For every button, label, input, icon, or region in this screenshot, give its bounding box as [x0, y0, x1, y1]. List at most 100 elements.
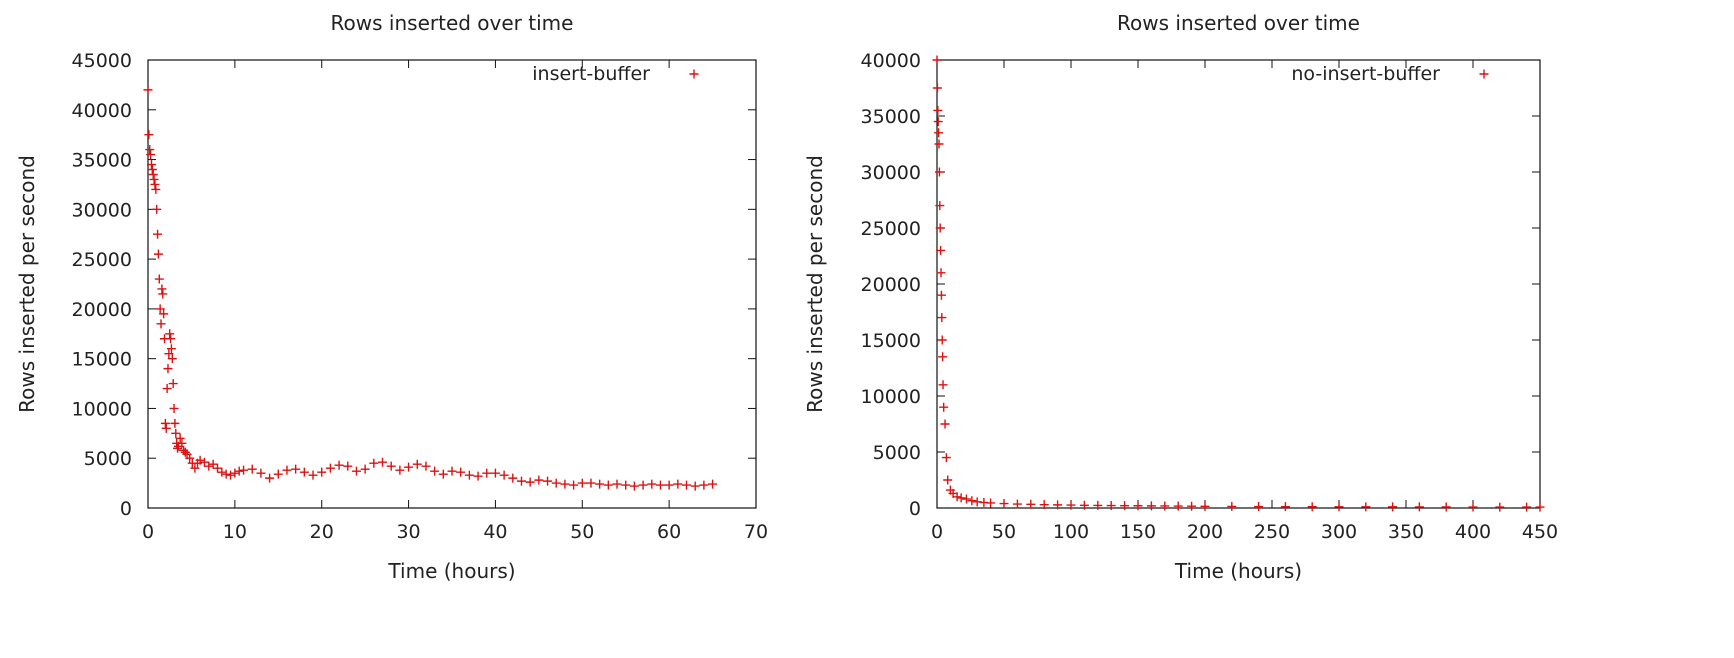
data-point	[961, 494, 971, 504]
data-point	[153, 249, 163, 259]
data-point	[456, 467, 466, 477]
data-point	[938, 380, 948, 390]
y-tick-label: 35000	[72, 150, 132, 172]
data-point	[395, 465, 405, 475]
data-point	[212, 463, 222, 473]
data-point	[1160, 501, 1170, 511]
data-point	[150, 179, 160, 189]
data-point	[655, 480, 665, 490]
data-point	[577, 478, 587, 488]
data-point	[369, 458, 379, 468]
data-point	[156, 319, 166, 329]
data-point	[534, 475, 544, 485]
chart-title: Rows inserted over time	[1117, 11, 1360, 35]
data-point	[999, 499, 1009, 509]
data-point	[308, 470, 318, 480]
data-point	[1468, 502, 1478, 512]
data-point	[699, 480, 709, 490]
data-point	[180, 447, 190, 457]
legend-marker	[689, 69, 699, 79]
data-point	[152, 204, 162, 214]
data-point	[230, 468, 240, 478]
data-point	[508, 473, 518, 483]
data-point	[147, 165, 157, 175]
data-point	[185, 453, 195, 463]
data-point	[166, 334, 176, 344]
data-point	[551, 478, 561, 488]
data-point	[1495, 502, 1505, 512]
data-point	[1414, 502, 1424, 512]
plot-frame	[936, 59, 1541, 509]
data-point	[146, 160, 156, 170]
legend-label: no-insert-buffer	[1291, 63, 1440, 85]
data-point	[1254, 502, 1264, 512]
data-point	[936, 290, 946, 300]
y-tick-label: 40000	[861, 50, 921, 72]
x-tick-label: 400	[1455, 521, 1491, 543]
data-point	[586, 478, 596, 488]
data-point	[1535, 502, 1545, 512]
data-point	[934, 139, 944, 149]
x-tick-label: 10	[223, 521, 247, 543]
data-point	[199, 457, 209, 467]
data-point	[603, 480, 613, 490]
data-point	[226, 470, 236, 480]
data-point	[161, 423, 171, 433]
data-point	[690, 481, 700, 491]
data-point	[159, 309, 169, 319]
data-point	[543, 476, 553, 486]
data-point	[482, 468, 492, 478]
data-point	[256, 468, 266, 478]
data-point	[682, 480, 692, 490]
data-point	[360, 464, 370, 474]
y-axis-label: Rows inserted per second	[15, 155, 39, 413]
y-tick-label: 0	[120, 498, 132, 520]
data-point	[938, 352, 948, 362]
data-point	[421, 461, 431, 471]
x-axis-label: Time (hours)	[387, 559, 515, 583]
data-point	[1012, 499, 1022, 509]
data-point	[412, 459, 422, 469]
data-point	[1039, 500, 1049, 510]
legend-marker	[1479, 69, 1489, 79]
data-point	[935, 201, 945, 211]
data-point	[386, 461, 396, 471]
x-tick-label: 150	[1120, 521, 1156, 543]
data-point	[168, 379, 178, 389]
y-tick-label: 40000	[72, 100, 132, 122]
data-point	[967, 496, 977, 506]
data-point	[173, 443, 183, 453]
data-point	[1120, 501, 1130, 511]
data-point	[1334, 502, 1344, 512]
data-point	[166, 344, 176, 354]
x-tick-label: 0	[142, 521, 154, 543]
legend-label: insert-buffer	[532, 63, 650, 85]
data-point	[299, 467, 309, 477]
data-point	[447, 466, 457, 476]
data-point	[1441, 502, 1451, 512]
data-point	[221, 469, 231, 479]
data-point	[560, 479, 570, 489]
data-point	[171, 428, 181, 438]
data-point	[956, 493, 966, 503]
data-point	[170, 418, 180, 428]
data-point	[175, 433, 185, 443]
x-tick-label: 300	[1321, 521, 1357, 543]
y-tick-label: 5000	[84, 448, 132, 470]
data-point	[153, 229, 163, 239]
data-point	[145, 145, 155, 155]
data-point	[1093, 500, 1103, 510]
y-tick-label: 30000	[861, 162, 921, 184]
x-tick-label: 70	[744, 521, 768, 543]
data-point	[208, 459, 218, 469]
data-point	[239, 465, 249, 475]
data-point	[932, 83, 942, 93]
data-point	[1173, 501, 1183, 511]
data-point	[934, 167, 944, 177]
data-point	[149, 174, 159, 184]
data-point	[265, 473, 275, 483]
data-point	[936, 245, 946, 255]
data-point	[204, 461, 214, 471]
data-point	[157, 284, 167, 294]
